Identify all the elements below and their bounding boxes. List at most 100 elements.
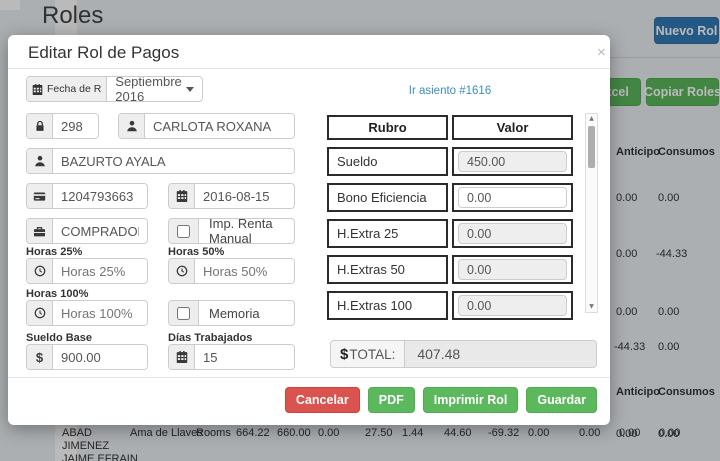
- imp-renta-addon: [169, 219, 199, 243]
- fecha-rol-group: Fecha de R Septiembre 2016: [26, 76, 203, 102]
- rubros-scrollbar[interactable]: ▲ ▼: [585, 113, 598, 313]
- cedula-group: [26, 183, 148, 209]
- memoria-addon: [169, 301, 199, 325]
- horas25-input[interactable]: [53, 259, 147, 283]
- rubro-label-hextra25: H.Extra 25: [327, 219, 448, 248]
- memoria-checkbox[interactable]: [177, 306, 190, 320]
- user-icon: [27, 149, 53, 173]
- dollar-icon: $: [27, 345, 53, 369]
- cargo-group: [26, 218, 148, 244]
- modal-title: Editar Rol de Pagos: [28, 43, 180, 62]
- employee-value: 660.00: [277, 427, 311, 439]
- employee-value: 0.00: [619, 427, 641, 439]
- lock-icon: [27, 114, 53, 138]
- pdf-button[interactable]: PDF: [367, 387, 415, 413]
- calendar-icon: [169, 184, 195, 208]
- rubros-table: Rubro Valor Sueldo Bono Eficiencia H.Ext…: [327, 115, 573, 320]
- scroll-down-icon[interactable]: ▼: [589, 303, 594, 310]
- clock-icon: [27, 301, 53, 325]
- fecha-rol-label: Fecha de R: [47, 83, 102, 95]
- employee-value: 0.00: [528, 427, 550, 439]
- rubro-header: Rubro: [327, 115, 448, 140]
- memoria-group: Memoria: [168, 300, 295, 326]
- horas100-input[interactable]: [53, 301, 147, 325]
- imprimir-rol-button[interactable]: Imprimir Rol: [422, 387, 519, 413]
- sueldo-base-input[interactable]: [53, 345, 147, 369]
- header-divider: [560, 57, 720, 58]
- nombre-input[interactable]: [145, 114, 294, 138]
- valor-input-bono[interactable]: [458, 187, 567, 208]
- total-label-wrap: $ TOTAL:: [331, 341, 406, 367]
- dias-trabajados-input[interactable]: [195, 345, 294, 369]
- valor-cell: [452, 183, 573, 212]
- scrollbar-track[interactable]: [586, 124, 597, 302]
- modal-footer: Cancelar PDF Imprimir Rol Guardar: [284, 387, 597, 413]
- scroll-up-icon[interactable]: ▲: [589, 115, 594, 122]
- horas25-group: [26, 258, 148, 284]
- close-icon[interactable]: ×: [597, 44, 606, 61]
- copiar-roles-button[interactable]: Copiar Roles: [644, 78, 720, 106]
- employee-value: 0.00: [659, 427, 681, 439]
- valor-cell: [452, 255, 573, 284]
- cell-consumos: 0.00: [658, 306, 680, 318]
- cancelar-button[interactable]: Cancelar: [284, 387, 360, 413]
- cargo-input[interactable]: [53, 219, 147, 243]
- valor-input-hextra25[interactable]: [458, 223, 567, 244]
- corner-strip: [0, 0, 20, 10]
- credit-card-icon: [27, 184, 53, 208]
- ir-asiento-link[interactable]: Ir asiento #1616: [408, 85, 492, 97]
- valor-input-sueldo[interactable]: [458, 151, 567, 172]
- codigo-input[interactable]: [53, 114, 98, 138]
- fecha-ingreso-input[interactable]: [195, 184, 294, 208]
- guardar-button[interactable]: Guardar: [526, 387, 597, 413]
- employee-value: 44.60: [444, 427, 472, 439]
- cell-consumos: -44.33: [656, 248, 688, 260]
- page-title: Roles: [42, 2, 104, 29]
- briefcase-icon: [27, 219, 53, 243]
- col-header-consumos: Consumos: [658, 146, 715, 158]
- clock-icon: [169, 259, 195, 283]
- modal-footer-divider: [8, 377, 610, 378]
- employee-value: 1.44: [402, 427, 424, 439]
- employee-value: 0.00: [318, 427, 340, 439]
- nuevo-rol-button[interactable]: Nuevo Rol: [654, 17, 719, 44]
- calendar-icon: [169, 345, 195, 369]
- rubro-label-hextras100: H.Extras 100: [327, 291, 448, 320]
- total-value: 407.48: [405, 341, 596, 367]
- horas50-group: [168, 258, 295, 284]
- dias-trabajados-label: Días Trabajados: [168, 332, 253, 344]
- col-header-consumos: Consumos: [658, 386, 715, 398]
- valor-input-hextras100[interactable]: [458, 295, 567, 316]
- imp-renta-label: Imp. Renta Manual: [209, 218, 273, 244]
- col-header-anticipo: Anticipo: [616, 146, 660, 158]
- sueldo-base-group: $: [26, 344, 148, 370]
- dollar-icon: $: [340, 345, 349, 363]
- fecha-rol-value: Septiembre 2016: [115, 76, 182, 102]
- scrollbar-thumb[interactable]: [588, 126, 595, 168]
- horas50-input[interactable]: [195, 259, 294, 283]
- cell-anticipo: 0.00: [616, 428, 638, 440]
- dias-trabajados-group: [168, 344, 295, 370]
- employee-value: 0.00: [579, 427, 601, 439]
- cell-consumos: 0.00: [658, 428, 680, 440]
- valor-cell: [452, 291, 573, 320]
- total-group: $ TOTAL: 407.48: [330, 340, 597, 368]
- rubro-label-sueldo: Sueldo: [327, 147, 448, 176]
- rubro-label-hextras50: H.Extras 50: [327, 255, 448, 284]
- valor-cell: [452, 147, 573, 176]
- employee-name-line: ABAD: [62, 427, 92, 439]
- employee-depto: Rooms: [196, 427, 231, 439]
- rubro-label-bono: Bono Eficiencia: [327, 183, 448, 212]
- imp-renta-checkbox[interactable]: [177, 224, 190, 238]
- clock-icon: [27, 259, 53, 283]
- valor-input-hextras50[interactable]: [458, 259, 567, 280]
- codigo-group: [26, 113, 99, 139]
- fecha-rol-select[interactable]: Septiembre 2016: [107, 77, 202, 101]
- apellido-input[interactable]: [53, 149, 294, 173]
- valor-cell: [452, 219, 573, 248]
- imp-renta-group: Imp. Renta Manual: [168, 218, 295, 244]
- cedula-input[interactable]: [53, 184, 147, 208]
- horas25-label: Horas 25%: [26, 246, 83, 258]
- cell-anticipo: 0.00: [616, 192, 638, 204]
